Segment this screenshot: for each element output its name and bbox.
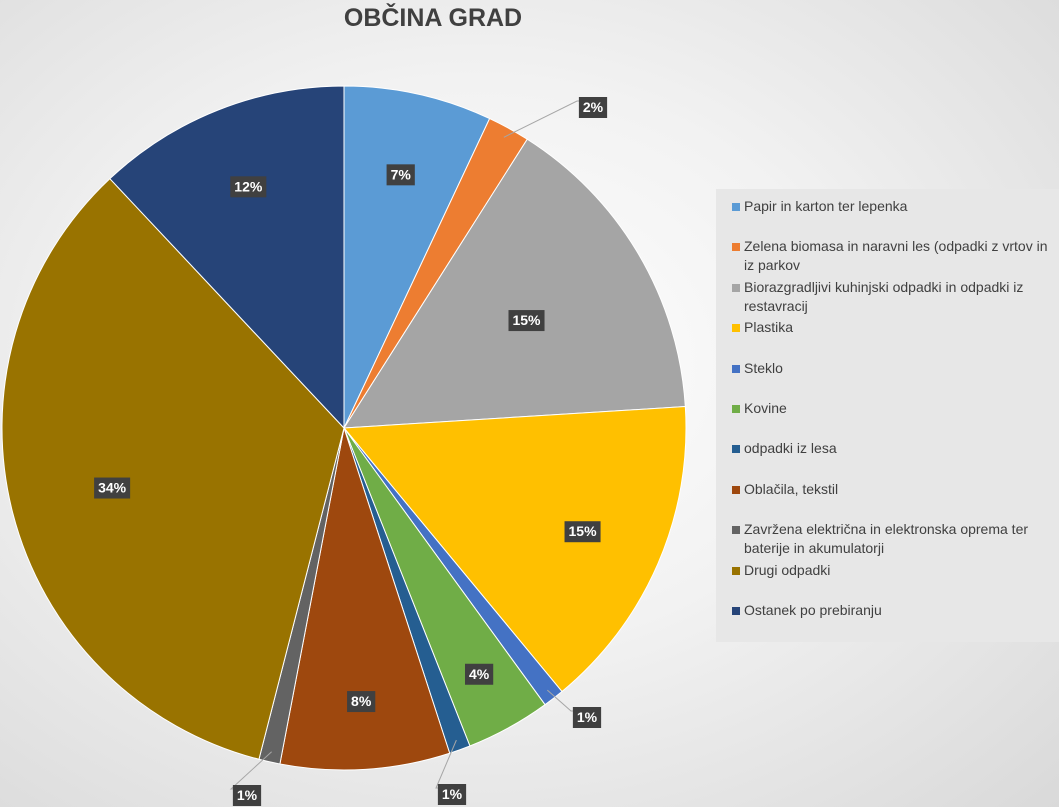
- data-label: 12%: [234, 178, 263, 194]
- legend-item: Oblačila, tekstil: [716, 480, 1059, 520]
- data-label-box: [464, 663, 494, 685]
- legend-label: Zavržena električna in elektronska oprem…: [744, 521, 1029, 557]
- legend-swatch: [732, 203, 740, 211]
- chart-title: OBČINA GRAD: [343, 4, 523, 32]
- legend-swatch: [732, 485, 740, 494]
- data-label-box: [564, 521, 601, 543]
- data-label: 1%: [577, 709, 598, 725]
- legend-label: Biorazgradljivi kuhinjski odpadki in odp…: [744, 278, 1024, 314]
- legend-swatch: [732, 445, 740, 454]
- slices: [1, 85, 687, 771]
- legend-item: Kovine: [716, 399, 1059, 439]
- legend-item: Zelena biomasa in naravni les (odpadki z…: [716, 237, 1059, 277]
- legend-swatch: [732, 404, 740, 413]
- data-label: 1%: [237, 787, 258, 803]
- data-label-box: [94, 477, 131, 499]
- legend-item: Ostanek po prebiranju: [716, 601, 1059, 641]
- legend-item: Papir in karton ter lepenka: [716, 197, 1059, 237]
- data-label-box: [572, 707, 602, 728]
- data-label-box: [508, 310, 545, 332]
- legend-label: odpadki iz lesa: [744, 440, 837, 457]
- data-label-box: [437, 784, 467, 805]
- data-label-box: [386, 164, 415, 186]
- legend-item: odpadki iz lesa: [716, 439, 1059, 479]
- legend-item: Plastika: [716, 318, 1059, 358]
- legend-label: Papir in karton ter lepenka: [744, 198, 908, 214]
- legend-label: Drugi odpadki: [744, 561, 831, 578]
- pie-slice: [1, 177, 345, 760]
- data-labels: 7% 2% 15% 15% 1% 4% 1% 8% 1% 34% 12%: [94, 97, 608, 806]
- legend-item: Biorazgradljivi kuhinjski odpadki in odp…: [716, 278, 1059, 318]
- data-label: 15%: [569, 523, 598, 539]
- legend-swatch: [732, 566, 740, 575]
- legend-label: Plastika: [744, 319, 794, 336]
- legend-label: Ostanek po prebiranju: [744, 601, 882, 618]
- legend-swatch: [732, 606, 740, 615]
- pie-slice: [343, 85, 491, 429]
- legend-item: Drugi odpadki: [716, 561, 1059, 601]
- data-label: 7%: [391, 166, 412, 182]
- pie-slice: [279, 427, 451, 771]
- pie-slice: [109, 85, 345, 430]
- legend-label: Oblačila, tekstil: [744, 480, 839, 497]
- data-label: 1%: [442, 786, 463, 802]
- legend-swatch: [732, 243, 740, 252]
- legend-label: Steklo: [744, 359, 783, 376]
- legend-swatch: [732, 364, 740, 373]
- data-label: 34%: [98, 480, 127, 496]
- legend-item: Steklo: [716, 359, 1059, 399]
- data-label: 2%: [583, 99, 604, 115]
- data-label-box: [578, 97, 608, 118]
- legend-label: Zelena biomasa in naravni les (odpadki z…: [744, 238, 1048, 274]
- pie-slice: [342, 405, 687, 693]
- data-label: 4%: [469, 666, 490, 682]
- data-label-box: [232, 785, 262, 806]
- legend-label: Kovine: [744, 399, 787, 416]
- legend: Papir in karton ter lepenka Zelena biomas…: [716, 189, 1059, 642]
- legend-swatch: [732, 526, 740, 535]
- pie-slice: [343, 138, 686, 429]
- legend-item: Zavržena električna in elektronska oprem…: [716, 520, 1059, 560]
- data-label-box: [347, 691, 376, 713]
- data-label: 8%: [351, 693, 372, 709]
- legend-swatch: [732, 324, 740, 333]
- data-label-box: [230, 176, 267, 198]
- legend-swatch: [732, 283, 740, 292]
- data-label: 15%: [512, 312, 541, 328]
